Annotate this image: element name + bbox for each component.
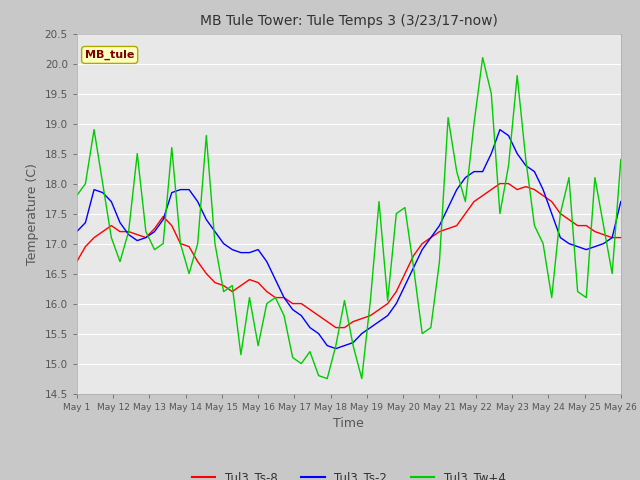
Y-axis label: Temperature (C): Temperature (C) [26, 163, 39, 264]
Title: MB Tule Tower: Tule Temps 3 (3/23/17-now): MB Tule Tower: Tule Temps 3 (3/23/17-now… [200, 14, 498, 28]
X-axis label: Time: Time [333, 417, 364, 430]
Text: MB_tule: MB_tule [85, 50, 134, 60]
Legend: Tul3_Ts-8, Tul3_Ts-2, Tul3_Tw+4: Tul3_Ts-8, Tul3_Ts-2, Tul3_Tw+4 [187, 466, 511, 480]
